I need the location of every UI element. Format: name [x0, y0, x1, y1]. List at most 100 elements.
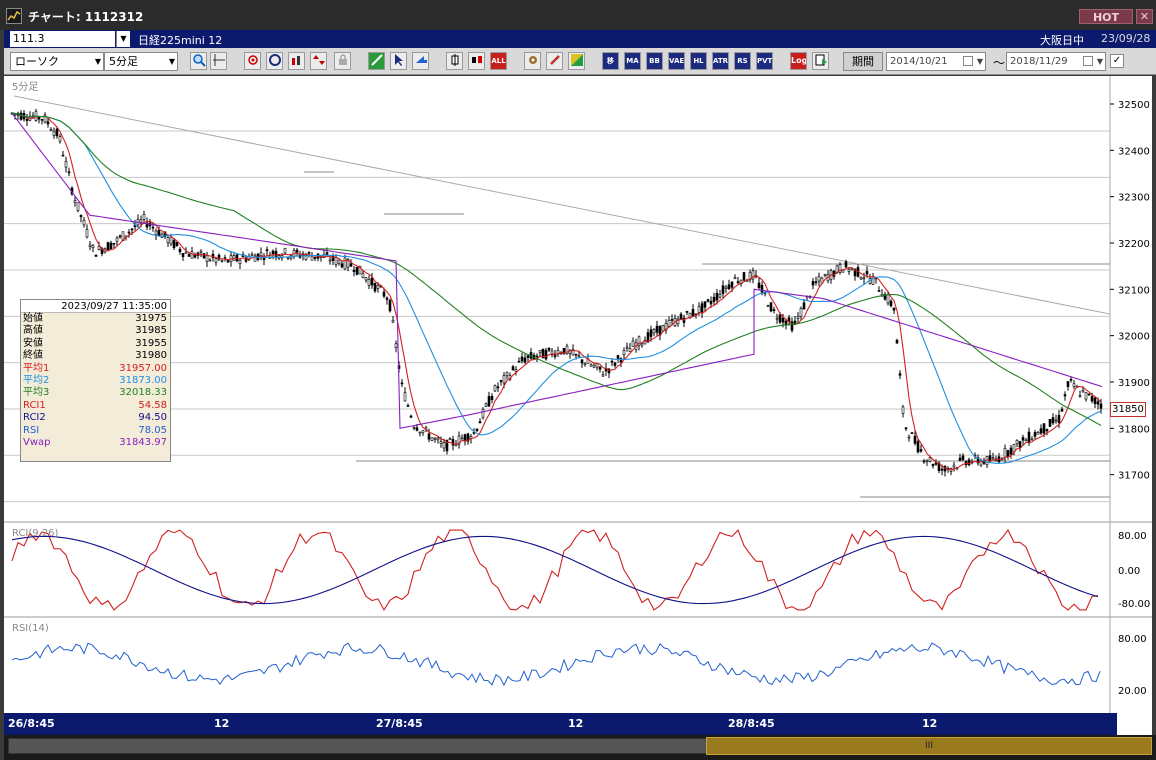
price-chart-svg: 32500 32400 32300 32200 32100 32000 31900 31800… [4, 76, 1152, 713]
candle-body [166, 237, 170, 244]
candle-body [919, 449, 923, 452]
bars-button[interactable] [288, 52, 305, 70]
chevron-down-icon: ▼ [168, 57, 175, 66]
ma3-line [11, 112, 1102, 426]
interval-select[interactable]: 5分足 ▼ [104, 52, 178, 71]
candle-body [610, 360, 614, 363]
candle-body [391, 319, 395, 323]
search-button[interactable] [190, 52, 207, 70]
candle-body [502, 375, 506, 384]
draw-button[interactable] [244, 52, 261, 70]
zoom-button[interactable] [266, 52, 283, 70]
candle-body [433, 437, 437, 440]
indicator-button-bb[interactable]: BB [646, 52, 663, 70]
candle-button[interactable] [446, 52, 463, 70]
up-down-button[interactable] [310, 52, 327, 70]
candle-body [259, 252, 263, 256]
chart-area[interactable]: 32500 32400 32300 32200 32100 32000 31900 31800… [4, 76, 1152, 736]
candle2-button[interactable] [468, 52, 485, 70]
rci-tick-label: 80.00 [1118, 531, 1147, 542]
candle-body [439, 441, 443, 444]
rsi-tick-label: 80.00 [1118, 634, 1147, 645]
chart-type-select[interactable]: ローソク ▼ [10, 52, 104, 71]
hot-button[interactable]: HOT [1079, 9, 1133, 24]
candle-body [346, 259, 350, 268]
scroll-thumb[interactable]: III [706, 737, 1152, 755]
lock-button[interactable] [334, 52, 351, 70]
settings-button[interactable] [524, 52, 541, 70]
candle-body [928, 457, 932, 462]
candle-body [1045, 428, 1049, 432]
ma2-line [11, 112, 1102, 464]
period-checkbox[interactable]: ✓ [1110, 54, 1124, 68]
candle-body [514, 369, 518, 372]
candle-body [436, 437, 440, 441]
data-window-row: RCI2 94.50 [21, 412, 170, 424]
candle-body [337, 259, 341, 264]
symbol-code-input[interactable]: 111.3 [10, 31, 115, 47]
cursor-button[interactable] [390, 52, 407, 70]
crosshair-button[interactable] [210, 52, 227, 70]
cursor-icon [394, 54, 403, 66]
last-price-tag: 31850 [1110, 402, 1146, 417]
candle-body [859, 277, 863, 280]
candle-body [565, 345, 569, 355]
indicator-button-atr[interactable]: ATR [712, 52, 729, 70]
candle-body [451, 439, 455, 446]
indicator-button-vae[interactable]: VAE [668, 52, 685, 70]
price-panel-label: 5分足 [12, 81, 38, 93]
candle-body [1033, 432, 1037, 437]
close-button[interactable]: ✕ [1136, 9, 1153, 24]
color-button[interactable] [568, 52, 585, 70]
all-button[interactable]: ALL [490, 52, 507, 70]
candle-body [205, 254, 209, 262]
data-window-value: 31985 [135, 325, 167, 337]
candle-body [307, 252, 311, 254]
candle-body [706, 299, 710, 302]
candle-body [847, 269, 851, 272]
pen-button[interactable] [368, 52, 385, 70]
candle-body [358, 265, 362, 275]
rci-panel-label: RCI(9,26) [12, 528, 59, 539]
indicator-button-rs[interactable]: RS [734, 52, 751, 70]
indicator-button-ma[interactable]: MA [624, 52, 641, 70]
chart-scrollbar[interactable]: III [4, 735, 1156, 760]
candle-body [799, 308, 803, 317]
candle-body [895, 339, 899, 344]
candle-body [235, 254, 239, 262]
candle-body [772, 309, 776, 311]
candle-body [550, 350, 554, 355]
log-button[interactable]: Log [790, 52, 807, 70]
export-button[interactable] [812, 52, 829, 70]
candle-body [1051, 417, 1055, 424]
candle-body [742, 272, 746, 281]
axis-corner [1117, 713, 1152, 735]
candle-body [592, 364, 596, 368]
candle-body [733, 277, 737, 280]
candle-body [775, 317, 779, 320]
candle-body [58, 136, 62, 142]
brush-button[interactable] [546, 52, 563, 70]
data-window-value: 31957.00 [119, 362, 167, 374]
candle-body [931, 463, 935, 467]
indicator-button-hl[interactable]: HL [690, 52, 707, 70]
candle-body [1036, 432, 1040, 435]
candle-body [283, 248, 287, 254]
price-tick-label: 31800 [1118, 424, 1150, 435]
candle-body [1087, 393, 1091, 396]
date-from-input[interactable]: 2014/10/21 ▼ [886, 52, 986, 71]
candle-body [751, 270, 755, 280]
indicator-button-1[interactable]: 移 [602, 52, 619, 70]
indicator-button-pvt[interactable]: PVT [756, 52, 773, 70]
candle-body [184, 251, 188, 254]
candle-body [583, 363, 587, 366]
date-to-input[interactable]: 2018/11/29 ▼ [1006, 52, 1106, 71]
period-button[interactable]: 期間 [843, 52, 883, 71]
price-tick-label: 32500 [1118, 100, 1150, 111]
symbol-dropdown-icon[interactable]: ▼ [116, 31, 130, 47]
candle-body [493, 385, 497, 392]
candle-body [250, 254, 254, 256]
arrow-button[interactable] [412, 52, 429, 70]
candle-body [370, 277, 374, 286]
